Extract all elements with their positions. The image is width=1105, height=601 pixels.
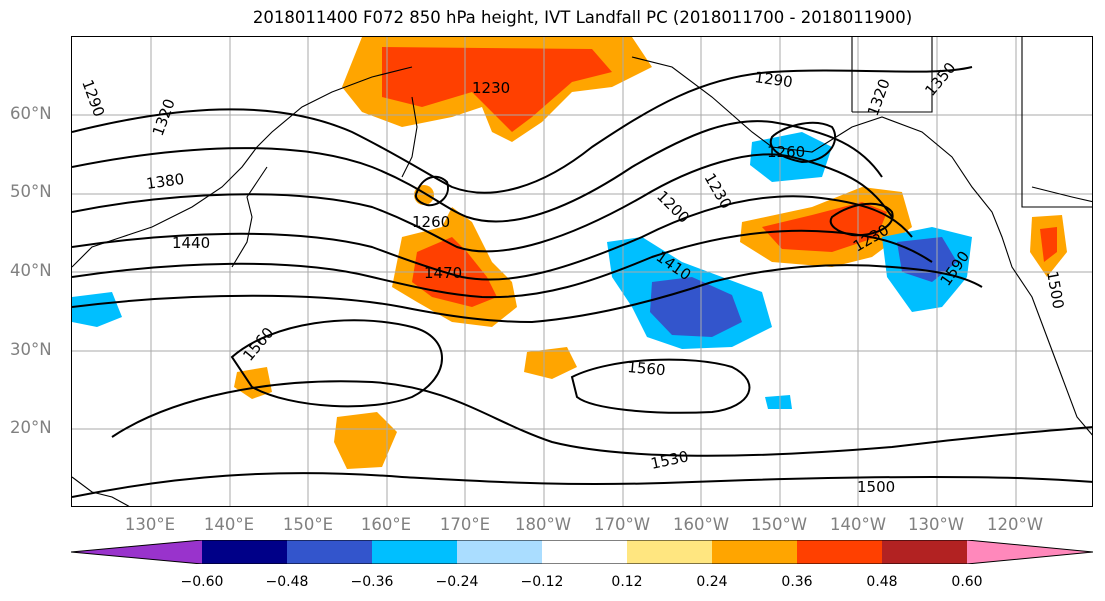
colorbar-tick: 0.12	[611, 574, 643, 590]
colorbar-segment	[542, 540, 627, 564]
colorbar-tick: 0.60	[951, 574, 983, 590]
positive-anomaly-south2	[334, 412, 397, 469]
positive-anomaly-ne-pacific-core	[762, 202, 887, 252]
contour-label: 1230	[472, 79, 510, 97]
height-contours	[72, 66, 1092, 498]
contour-label: 1200	[653, 187, 693, 227]
lon-label-140w: 140°W	[829, 515, 887, 534]
lon-label-130w: 130°W	[907, 515, 965, 534]
colorbar-tick: −0.48	[265, 574, 309, 590]
lat-label-20n: 20°N	[10, 418, 52, 437]
lon-label-160w: 160°W	[672, 515, 730, 534]
colorbar-segment	[457, 540, 542, 564]
lon-label-160e: 160°E	[360, 515, 412, 534]
contour-label: 1500	[1043, 270, 1067, 311]
lon-label-130e: 130°E	[124, 515, 176, 534]
positive-anomaly-california-core	[1040, 227, 1057, 262]
colorbar-segment	[797, 540, 882, 564]
negative-anomaly-central-core	[650, 277, 742, 337]
contour-label: 1350	[921, 59, 959, 100]
contour-label: 1530	[649, 447, 690, 473]
colorbar-extend-min	[71, 540, 202, 564]
colorbar-segment	[287, 540, 372, 564]
lat-label-30n: 30°N	[10, 340, 52, 359]
colorbar-tick: −0.36	[350, 574, 394, 590]
contour-label: 1290	[78, 77, 108, 119]
lon-label-170w: 170°W	[593, 515, 651, 534]
lon-label-150e: 150°E	[282, 515, 334, 534]
map-canvas: 1230 1290 1290 1320 1380 1440 1470 1260 …	[72, 37, 1092, 506]
lon-label-170e: 170°E	[439, 515, 491, 534]
lon-label-140e: 140°E	[203, 515, 255, 534]
coastlines	[72, 37, 1092, 506]
lat-label-60n: 60°N	[10, 104, 52, 123]
contour-label: 1560	[239, 324, 277, 365]
colorbar-extend-max	[967, 540, 1093, 564]
colorbar-tick: −0.24	[435, 574, 479, 590]
map-panel: 1230 1290 1290 1320 1380 1440 1470 1260 …	[71, 36, 1093, 507]
lat-label-40n: 40°N	[10, 261, 52, 280]
negative-anomaly-west	[72, 292, 122, 327]
colorbar	[71, 540, 1093, 564]
contour-label: 1320	[149, 96, 179, 138]
colorbar-tick: 0.24	[696, 574, 728, 590]
negative-anomaly-small	[765, 395, 792, 409]
colorbar-tick: −0.12	[520, 574, 564, 590]
contour-label: 1290	[753, 68, 793, 91]
colorbar-tick: 0.36	[781, 574, 813, 590]
colorbar-tick: −0.60	[180, 574, 224, 590]
contour-label: 1440	[172, 234, 210, 252]
contour-label: 1470	[424, 264, 462, 282]
lon-label-180w: 180°W	[514, 515, 572, 534]
lon-label-120w: 120°W	[986, 515, 1044, 534]
positive-anomaly-okhotsk-core	[382, 47, 612, 132]
positive-anomaly-south1	[524, 347, 577, 379]
colorbar-tick: 0.48	[866, 574, 898, 590]
chart-title: 2018011400 F072 850 hPa height, IVT Land…	[252, 8, 913, 27]
contour-label: 1230	[701, 170, 736, 212]
colorbar-segment	[372, 540, 457, 564]
lon-label-150w: 150°W	[750, 515, 808, 534]
colorbar-segment	[882, 540, 967, 564]
lat-label-50n: 50°N	[10, 182, 52, 201]
contour-label: 1560	[627, 358, 667, 379]
colorbar-segment	[712, 540, 797, 564]
colorbar-segment	[202, 540, 287, 564]
colorbar-segment	[627, 540, 712, 564]
contour-label: 1500	[857, 478, 895, 496]
contour-label: 1260	[412, 213, 450, 231]
contour-label: 1380	[145, 170, 185, 193]
contour-label: 1260	[767, 143, 805, 161]
